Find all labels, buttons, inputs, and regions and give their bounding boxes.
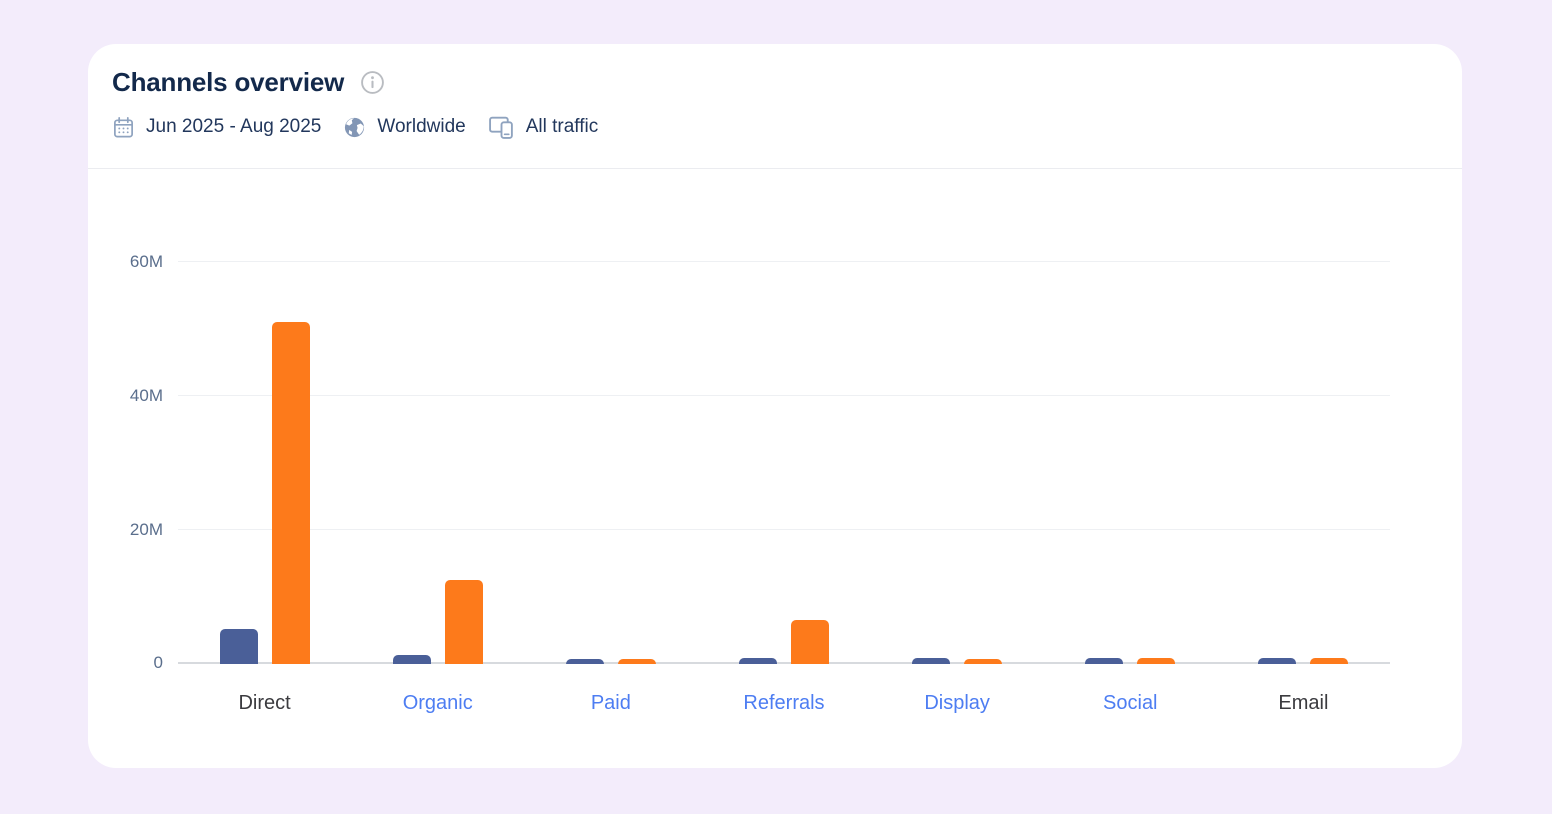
desktop-mobile-traffic-icon: [488, 115, 515, 140]
bar-organic-orange: [444, 580, 483, 664]
bar-groups: Direct Organic Paid Referrals Display Social E…: [178, 210, 1390, 714]
card-header: Channels overview: [88, 44, 1462, 142]
bar-direct-orange: [271, 322, 310, 664]
bar-group-paid: Paid: [524, 210, 697, 714]
gridline: 40M: [130, 386, 1390, 405]
bar-display-navy: [912, 658, 951, 664]
bar-referrals-navy: [738, 658, 777, 664]
bar-social-navy: [1085, 658, 1124, 664]
y-tick-label: 40M: [129, 385, 163, 405]
bar-organic-navy: [392, 655, 431, 664]
y-tick-label: 0: [153, 653, 163, 672]
bar-paid-orange: [617, 659, 656, 664]
bar-group-organic: Organic: [351, 210, 524, 714]
y-tick-label: 20M: [129, 519, 163, 539]
bar-direct-navy: [219, 629, 258, 664]
bar-group-display: Display: [871, 210, 1044, 714]
filters-row: Jun 2025 - Aug 2025 Worldwide: [112, 112, 1438, 142]
calendar-icon: [112, 116, 135, 139]
channels-bar-chart: 0 20M 40M 60M Direct Organic Paid Referrals Disp…: [130, 210, 1390, 714]
bar-paid-navy: [565, 659, 604, 664]
category-label-email: Email: [1278, 692, 1329, 714]
gridline: 60M: [130, 252, 1390, 271]
bar-group-direct: Direct: [178, 210, 351, 714]
page-title: Channels overview: [112, 66, 345, 97]
bar-display-orange: [964, 659, 1003, 664]
info-icon[interactable]: [360, 70, 385, 95]
traffic-type-filter: All traffic: [525, 116, 599, 137]
gridline: 20M: [130, 520, 1390, 539]
header-divider: [88, 168, 1462, 169]
x-axis-baseline: 0: [154, 653, 1390, 672]
y-tick-label: 60M: [129, 251, 163, 271]
category-link-referrals[interactable]: Referrals: [743, 692, 825, 714]
bar-referrals-orange: [790, 620, 829, 664]
category-link-paid[interactable]: Paid: [590, 692, 631, 714]
geography-filter: Worldwide: [377, 116, 466, 137]
category-label-direct: Direct: [238, 692, 291, 714]
bar-social-orange: [1137, 658, 1176, 664]
date-range-filter: Jun 2025 - Aug 2025: [146, 116, 322, 137]
bar-group-referrals: Referrals: [697, 210, 870, 714]
channels-overview-card: Channels overview: [88, 44, 1462, 768]
globe-icon: [343, 116, 366, 139]
bar-group-email: Email: [1217, 210, 1390, 714]
bar-group-social: Social: [1044, 210, 1217, 714]
category-link-organic[interactable]: Organic: [402, 692, 473, 714]
category-link-social[interactable]: Social: [1103, 692, 1158, 714]
title-row: Channels overview: [112, 58, 1438, 106]
category-link-display[interactable]: Display: [924, 692, 990, 714]
bar-email-navy: [1258, 658, 1297, 664]
bar-email-orange: [1310, 658, 1349, 664]
